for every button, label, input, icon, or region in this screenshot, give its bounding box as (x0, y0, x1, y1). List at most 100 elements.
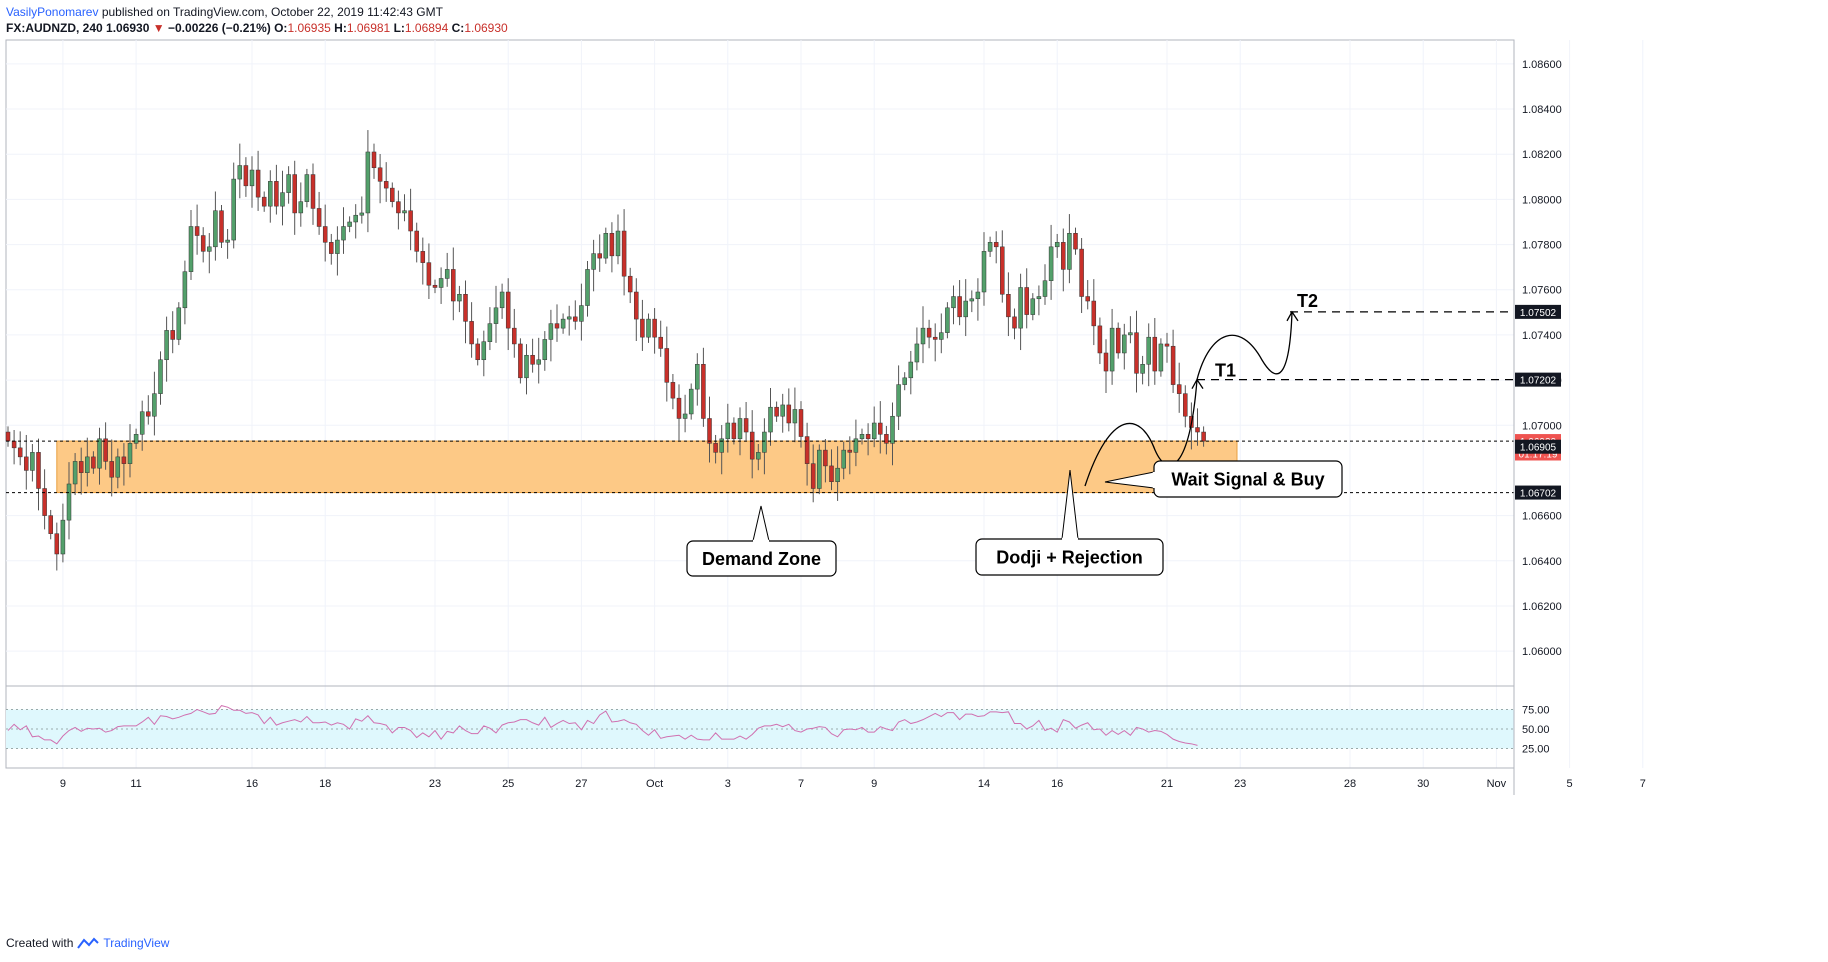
x-tick-label: 30 (1417, 778, 1429, 790)
candle-up (817, 449, 822, 489)
candle-up (780, 404, 785, 417)
projection-path (1084, 311, 1293, 487)
candle-down (1164, 343, 1170, 347)
candle-down (329, 242, 334, 254)
candle-down (261, 196, 267, 207)
candle-up (756, 452, 761, 460)
candle-down (1115, 327, 1121, 354)
candle-up (335, 239, 340, 254)
candle-up (1122, 334, 1127, 354)
candle-down (408, 210, 413, 232)
candle-down (865, 434, 871, 440)
candle-up (902, 377, 907, 385)
author-link[interactable]: VasilyPonomarev (6, 5, 99, 19)
candle-down (993, 242, 999, 248)
candle-up (481, 341, 487, 361)
candle-down (713, 443, 718, 453)
candle-up (225, 239, 230, 243)
candle-up (890, 415, 895, 444)
candle-up (719, 438, 724, 453)
candle-down (505, 291, 511, 329)
candle-down (1103, 352, 1109, 372)
candle-down (78, 461, 84, 473)
candle-up (725, 422, 731, 440)
candle-down (371, 151, 377, 169)
candle-up (560, 318, 566, 329)
candle-up (30, 452, 35, 471)
chart-header: VasilyPonomarev published on TradingView… (6, 4, 508, 36)
x-tick-label: 3 (725, 778, 731, 790)
candle-down (676, 397, 682, 419)
candle-up (457, 294, 462, 302)
candle-down (743, 418, 749, 433)
open-value: 1.06935 (287, 21, 331, 35)
candle-up (97, 438, 102, 469)
candle-down (54, 533, 60, 555)
candle-down (957, 296, 962, 318)
candle-down (1170, 345, 1176, 385)
x-tick-label: Oct (646, 778, 663, 790)
candle-down (103, 438, 108, 462)
ohlc-line: FX:AUDNZD, 240 1.06930 ▼ −0.00226 (−0.21… (6, 20, 508, 36)
candle-up (499, 291, 505, 309)
close-label: C: (451, 21, 465, 35)
low-label: L: (393, 21, 405, 35)
rsi-line (7, 705, 1198, 746)
candle-up (487, 323, 493, 342)
x-tick-label: Nov (1487, 778, 1507, 790)
candle-down (5, 431, 11, 442)
candle-up (762, 431, 767, 453)
x-tick-label: 7 (1640, 778, 1646, 790)
candle-down (274, 181, 279, 207)
candle-up (127, 443, 133, 464)
candle-down (463, 294, 468, 322)
published-text: published on TradingView.com, October 22… (101, 5, 443, 19)
down-triangle-icon: ▼ (152, 21, 165, 35)
target-t2-label: T2 (1297, 291, 1318, 311)
candle-down (670, 382, 676, 399)
candle-down (200, 235, 206, 252)
candle-up (579, 305, 584, 322)
candle-down (1085, 296, 1090, 302)
candle-down (322, 226, 328, 243)
candle-down (1201, 431, 1206, 442)
low-value: 1.06894 (404, 21, 449, 35)
tradingview-brand[interactable]: TradingView (103, 936, 170, 950)
candle-up (164, 330, 169, 361)
candle-up (975, 291, 981, 300)
candle-up (1048, 246, 1054, 281)
candle-down (1183, 393, 1188, 417)
candle-up (682, 413, 688, 419)
candle-up (688, 388, 694, 415)
arrowhead-t1-icon (1191, 378, 1204, 389)
candle-down (530, 354, 535, 365)
candle-down (798, 409, 804, 437)
x-tick-label: 18 (319, 778, 331, 790)
close-value: 1.06930 (464, 21, 508, 35)
high-value: 1.06981 (346, 21, 391, 35)
candle-up (176, 307, 182, 340)
price-label-text: 01:17:19 (1519, 449, 1558, 460)
high-label: H: (334, 21, 347, 35)
candle-up (566, 316, 572, 320)
dodji-rejection-callout-text: Dodji + Rejection (996, 547, 1143, 567)
price-label-box (1515, 439, 1561, 454)
x-tick-label: 28 (1344, 778, 1356, 790)
candle-down (609, 233, 615, 257)
price-label-text: 1.06702 (1520, 489, 1557, 500)
candle-down (1024, 287, 1029, 315)
x-tick-label: 25 (502, 778, 514, 790)
price-label-text: 1.06905 (1520, 443, 1557, 454)
candle-up (207, 246, 212, 252)
last-price: 1.06930 (106, 21, 150, 35)
candle-down (512, 327, 517, 345)
candle-up (981, 251, 987, 293)
candle-down (554, 323, 560, 329)
candle-up (444, 269, 450, 279)
x-tick-label: 23 (429, 778, 441, 790)
wait-signal-callout: Wait Signal & Buy (1104, 460, 1343, 498)
candle-up (152, 393, 157, 417)
candle-down (664, 348, 670, 383)
candle-up (835, 467, 840, 482)
